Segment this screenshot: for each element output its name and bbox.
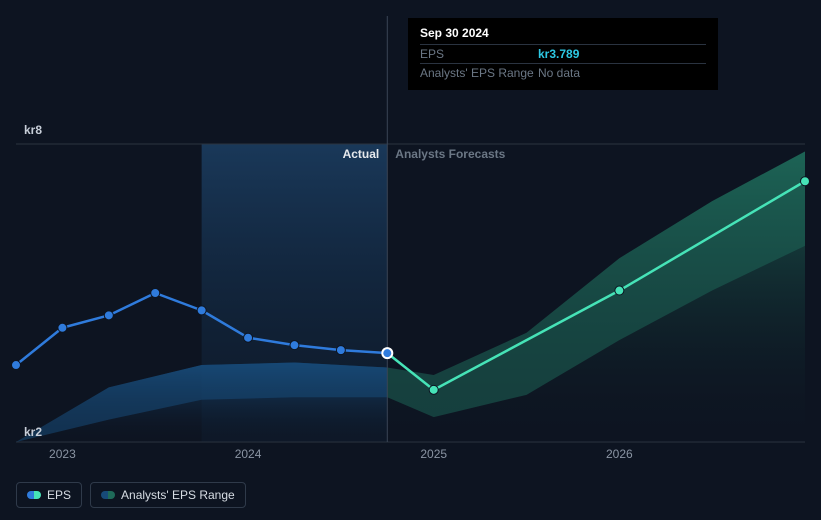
x-tick-label: 2024 [235,447,262,461]
x-tick-label: 2026 [606,447,633,461]
legend-eps[interactable]: EPS [16,482,82,508]
legend-eps-swatch [27,491,41,499]
tooltip-row: EPSkr3.789 [420,44,706,63]
eps-actual-point[interactable] [58,323,67,332]
hover-marker[interactable] [383,349,391,357]
legend-range[interactable]: Analysts' EPS Range [90,482,246,508]
eps-actual-point[interactable] [290,341,299,350]
eps-actual-point[interactable] [197,306,206,315]
region-label-forecast: Analysts Forecasts [395,147,505,161]
tooltip-row-label: Analysts' EPS Range [420,66,538,80]
y-tick-label: kr2 [24,425,42,439]
eps-actual-point[interactable] [244,333,253,342]
region-label-actual: Actual [343,147,380,161]
eps-actual-point[interactable] [104,311,113,320]
chart-tooltip: Sep 30 2024 EPSkr3.789Analysts' EPS Rang… [408,18,718,90]
eps-actual-point[interactable] [12,361,21,370]
tooltip-row-value: No data [538,66,580,80]
tooltip-row-value: kr3.789 [538,47,579,61]
y-tick-label: kr8 [24,123,42,137]
tooltip-row-label: EPS [420,47,538,61]
x-tick-label: 2023 [49,447,76,461]
eps-forecast-point[interactable] [429,385,438,394]
chart-legend: EPS Analysts' EPS Range [16,482,246,508]
eps-forecast-point[interactable] [615,286,624,295]
x-tick-label: 2025 [420,447,447,461]
tooltip-date: Sep 30 2024 [420,26,706,40]
eps-forecast-point[interactable] [801,177,810,186]
eps-chart: kr2 kr8 2023 2024 2025 2026 Actual Analysts For… [0,0,821,520]
legend-eps-label: EPS [47,488,71,502]
eps-actual-point[interactable] [336,346,345,355]
legend-range-label: Analysts' EPS Range [121,488,235,502]
tooltip-row: Analysts' EPS RangeNo data [420,63,706,82]
eps-actual-point[interactable] [151,289,160,298]
legend-range-swatch [101,491,115,499]
